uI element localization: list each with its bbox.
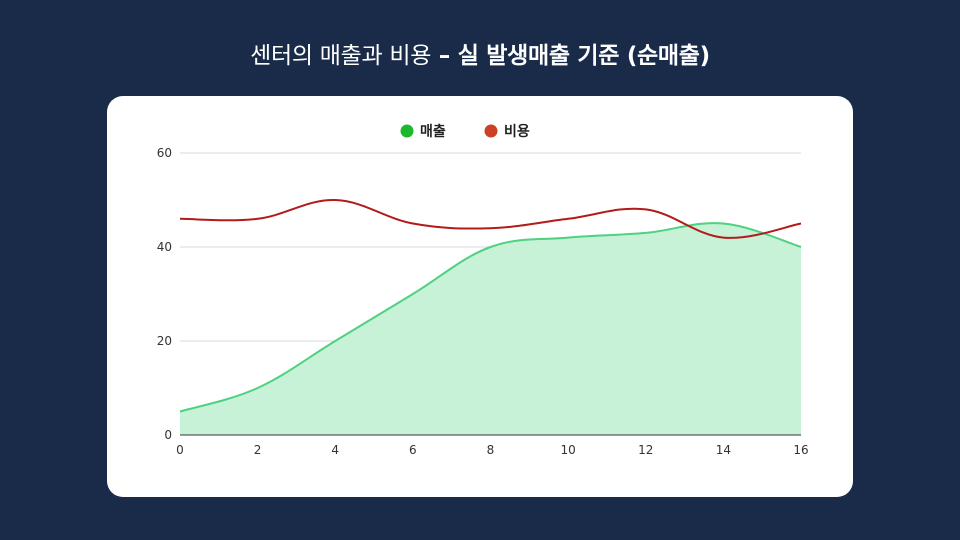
- y-tick-label: 20: [157, 334, 172, 348]
- x-tick-label: 6: [409, 443, 417, 457]
- y-tick-labels: 0 20 40 60: [157, 146, 172, 442]
- x-tick-label: 16: [793, 443, 808, 457]
- x-tick-label: 2: [254, 443, 262, 457]
- x-tick-label: 4: [331, 443, 339, 457]
- x-tick-label: 8: [487, 443, 495, 457]
- x-tick-label: 12: [638, 443, 653, 457]
- x-tick-labels: 0 2 4 6 8 10 12 14 16: [176, 443, 808, 457]
- x-tick-label: 10: [560, 443, 575, 457]
- x-tick-label: 0: [176, 443, 184, 457]
- series-line-0: [179, 222, 802, 413]
- title-bold: 실 발생매출 기준 (순매출): [457, 43, 710, 69]
- x-tick-label: 14: [716, 443, 731, 457]
- y-tick-label: 40: [157, 240, 172, 254]
- y-tick-label: 0: [164, 428, 172, 442]
- chart-svg: 0 20 40 60 0 2 4 6 8 10 12 14 16 매출 비용: [157, 123, 809, 457]
- y-tick-label: 60: [157, 146, 172, 160]
- series-line-1: [179, 198, 802, 239]
- series-group: [179, 198, 802, 436]
- title-separator: –: [431, 43, 458, 69]
- legend[interactable]: 매출 비용: [400, 123, 530, 140]
- legend-marker-1: [484, 124, 498, 138]
- legend-marker-0: [400, 124, 414, 138]
- legend-label-1: 비용: [504, 124, 530, 140]
- series-area-0: [180, 223, 801, 435]
- title-normal: 센터의 매출과 비용: [250, 43, 432, 69]
- legend-label-0: 매출: [420, 123, 446, 140]
- chart-card: 0 20 40 60 0 2 4 6 8 10 12 14 16 매출 비용: [107, 96, 853, 497]
- slide-title: 센터의 매출과 비용 – 실 발생매출 기준 (순매출): [0, 36, 960, 70]
